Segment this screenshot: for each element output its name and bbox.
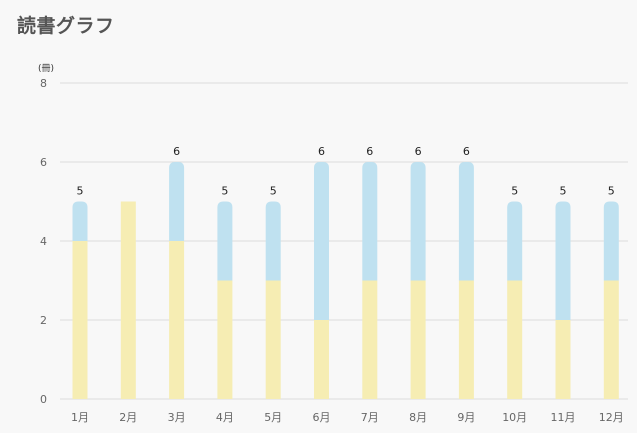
x-axis: 1月 2月 3月 4月 5月 6月 7月 8月 9月 10月 11月 12月: [71, 411, 624, 424]
x-tick-label-2: 2月: [119, 411, 137, 424]
bar-upper-6: [314, 162, 329, 320]
bar-total-label-1: 5: [77, 185, 84, 198]
bar-upper-9: [458, 162, 474, 281]
bar-total-label-10: 5: [511, 185, 518, 198]
value-labels: 5 6 5 5 6 6 6 6 5 5 5: [77, 145, 615, 198]
bar-total-label-11: 5: [560, 185, 567, 198]
bar-lower-3: [169, 241, 185, 399]
bar-lower-6: [314, 320, 329, 399]
bar-upper-11: [555, 201, 571, 320]
x-tick-label-3: 3月: [168, 411, 186, 424]
bar-upper-4: [217, 201, 233, 281]
bar-lower-11: [555, 320, 571, 399]
y-tick-label: 2: [40, 314, 47, 327]
y-axis-unit-label: (冊): [38, 63, 54, 74]
bar-upper-10: [507, 201, 523, 281]
chart-bars: [72, 162, 619, 399]
y-tick-label: 6: [40, 156, 47, 169]
bar-total-label-9: 6: [463, 145, 470, 158]
bar-lower-10: [507, 280, 523, 399]
y-axis: (冊) 0 2 4 6 8: [38, 63, 54, 406]
bar-total-label-4: 5: [221, 185, 228, 198]
x-tick-label-10: 10月: [502, 411, 527, 424]
x-tick-label-5: 5月: [264, 411, 282, 424]
bar-upper-7: [362, 162, 378, 281]
bar-lower-8: [410, 280, 426, 399]
bar-total-label-8: 6: [415, 145, 422, 158]
x-tick-label-8: 8月: [409, 411, 427, 424]
x-tick-label-6: 6月: [313, 411, 331, 424]
bar-upper-5: [265, 201, 281, 281]
bar-upper-3: [169, 162, 185, 241]
y-tick-label: 4: [40, 235, 47, 248]
x-tick-label-9: 9月: [457, 411, 475, 424]
bar-lower-12: [603, 280, 619, 399]
bar-total-label-7: 6: [366, 145, 373, 158]
bar-upper-8: [410, 162, 426, 281]
bar-total-label-12: 5: [608, 185, 615, 198]
bar-upper-12: [603, 201, 619, 281]
bar-lower-7: [362, 280, 378, 399]
bar-total-label-6: 6: [318, 145, 325, 158]
bar-lower-1: [72, 241, 88, 399]
y-tick-label: 8: [40, 77, 47, 90]
bar-lower-2: [120, 201, 136, 399]
bar-upper-1: [72, 201, 88, 241]
x-tick-label-4: 4月: [216, 411, 234, 424]
x-tick-label-11: 11月: [551, 411, 576, 424]
page-title: 読書グラフ: [17, 15, 115, 37]
bar-total-label-3: 6: [173, 145, 180, 158]
chart-grid: [60, 82, 628, 400]
x-tick-label-1: 1月: [71, 411, 89, 424]
x-tick-label-7: 7月: [361, 411, 379, 424]
y-tick-label: 0: [40, 393, 47, 406]
bar-lower-5: [265, 280, 281, 399]
bar-lower-4: [217, 280, 233, 399]
bar-lower-9: [458, 280, 474, 399]
x-tick-label-12: 12月: [599, 411, 624, 424]
bar-total-label-5: 5: [270, 185, 277, 198]
